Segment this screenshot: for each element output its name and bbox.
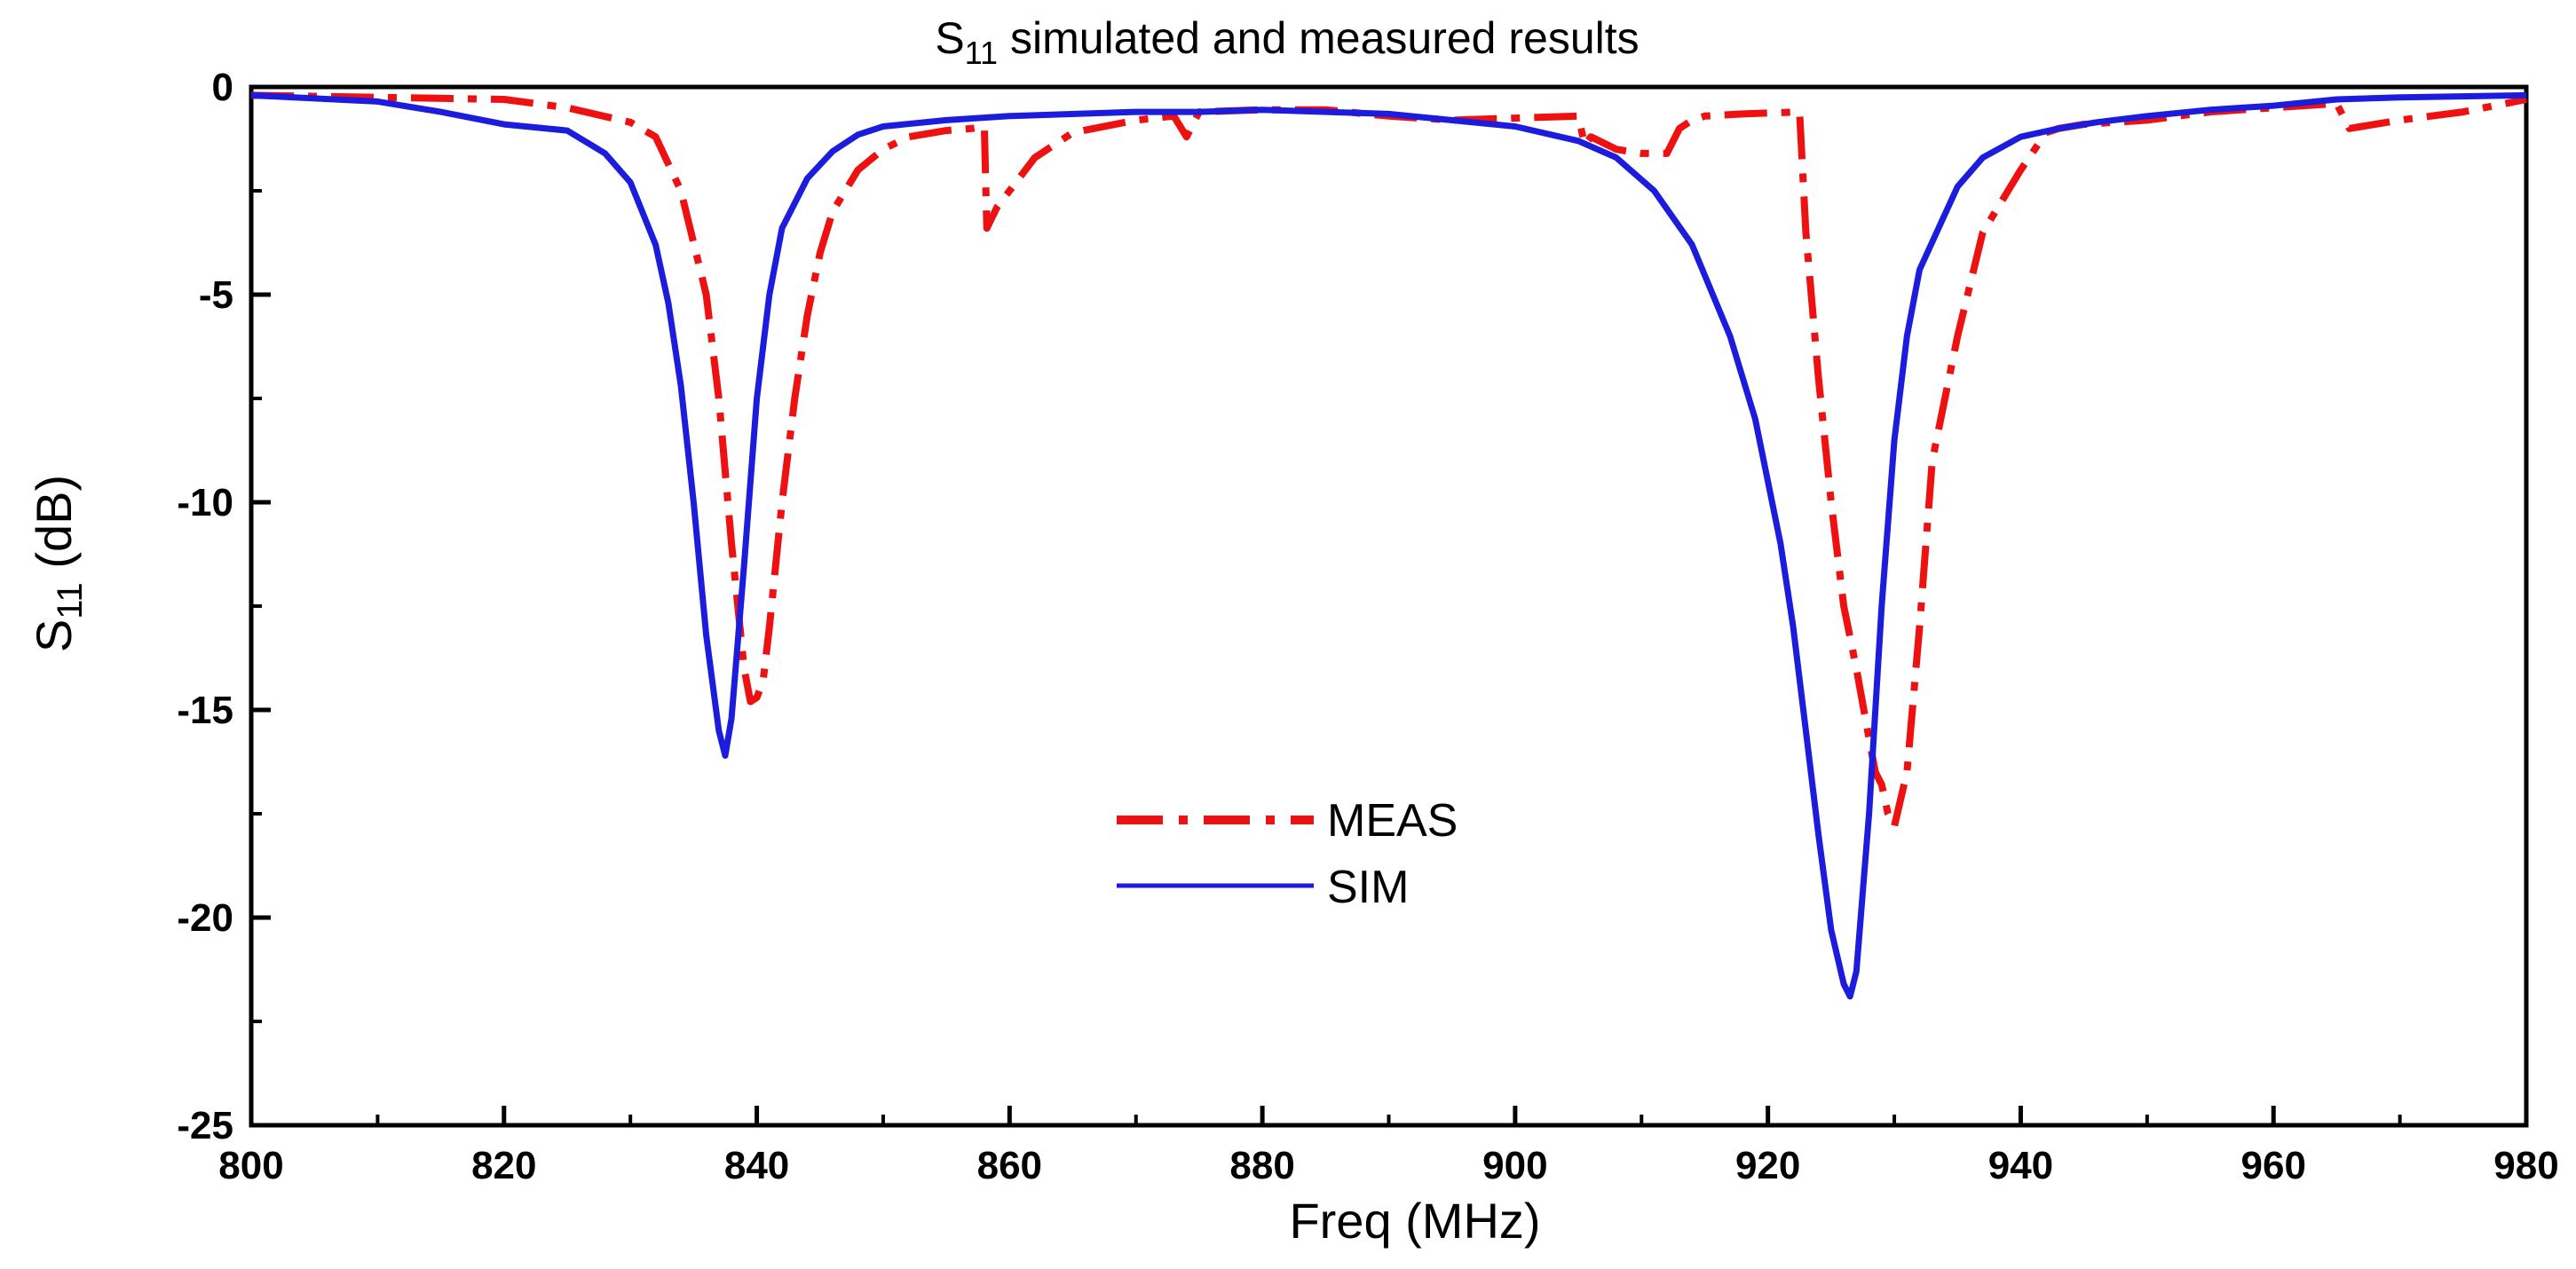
x-tick-label: 800	[218, 1144, 283, 1187]
x-axis: 800 820 840 860 880 900 920 940 960 980	[218, 1106, 2559, 1187]
plot-area	[249, 84, 2529, 1128]
y-tick-label: -20	[177, 896, 233, 940]
legend-label-meas: MEAS	[1327, 795, 1458, 847]
legend-label-sim: SIM	[1327, 862, 1409, 913]
chart-title-subscript: 11	[965, 35, 998, 71]
x-tick-label: 880	[1229, 1144, 1294, 1187]
x-tick-label: 820	[471, 1144, 536, 1187]
series-line-sim	[250, 91, 2527, 1000]
y-axis: 0 -5 -10 -15 -20 -25	[177, 66, 271, 1147]
plot-frame	[249, 84, 2529, 1128]
chart-title-rest: simulated and measured results	[998, 13, 1640, 63]
y-tick-label: -5	[199, 273, 233, 317]
x-tick-label: 980	[2493, 1144, 2558, 1187]
y-axis-title-rest: (dB)	[26, 475, 82, 582]
series-layer	[250, 91, 2527, 1000]
series-line-meas	[250, 91, 2527, 830]
y-tick-label: -10	[177, 481, 233, 524]
y-tick-label: -25	[177, 1104, 233, 1147]
y-axis-title: S11 (dB)	[26, 475, 90, 652]
y-tick-label: 0	[212, 66, 233, 109]
x-tick-label: 960	[2241, 1144, 2306, 1187]
x-tick-label: 840	[724, 1144, 789, 1187]
x-tick-label: 860	[977, 1144, 1042, 1187]
chart-title-main: S	[935, 13, 964, 63]
y-tick-label: -15	[177, 689, 233, 732]
y-axis-title-subscript: 11	[51, 582, 90, 619]
x-tick-label: 940	[1988, 1144, 2053, 1187]
y-axis-title-main: S	[26, 619, 82, 652]
x-axis-title: Freq (MHz)	[1289, 1193, 1540, 1249]
chart-title: S11 simulated and measured results	[935, 13, 1639, 71]
legend: MEAS SIM	[1117, 795, 1458, 913]
x-tick-label: 900	[1482, 1144, 1547, 1187]
x-tick-label: 920	[1735, 1144, 1800, 1187]
